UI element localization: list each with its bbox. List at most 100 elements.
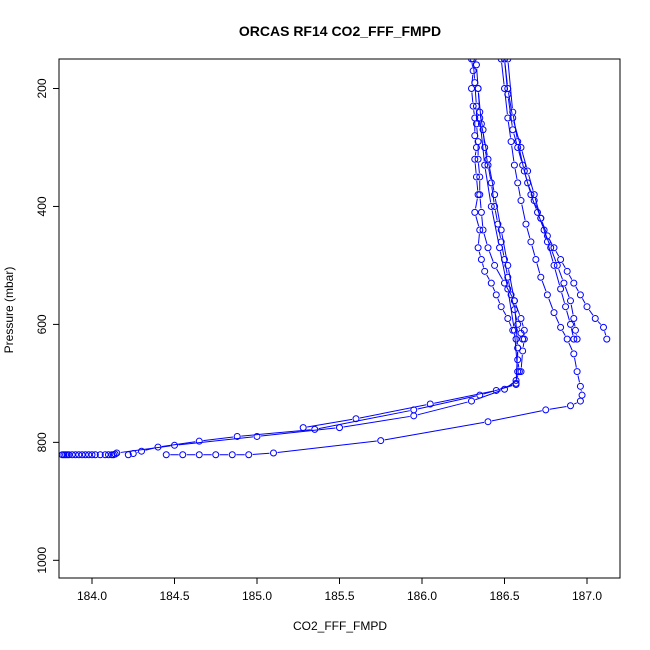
series-segment (528, 174, 534, 191)
data-point (105, 451, 112, 459)
series-segment (577, 375, 581, 383)
series-segment (518, 151, 523, 162)
data-point (576, 397, 584, 405)
data-point (501, 279, 508, 287)
data-point (510, 161, 518, 169)
data-point (540, 226, 548, 234)
data-point (179, 451, 187, 459)
data-point (81, 451, 89, 459)
y-tick-label: 1000 (35, 547, 49, 574)
series-segment (491, 210, 500, 244)
series-segment (475, 198, 478, 209)
series-segment (548, 298, 554, 310)
series-segment (561, 292, 565, 303)
series-segment (507, 292, 515, 327)
series-segment (568, 342, 573, 351)
series-segment (531, 245, 536, 256)
data-point (509, 126, 517, 134)
x-tick-label: 185.5 (324, 589, 354, 603)
data-point (270, 449, 277, 457)
series-segment (531, 198, 537, 209)
data-point (484, 155, 492, 163)
data-point (550, 261, 558, 269)
series-segment (479, 198, 482, 209)
data-point (469, 59, 477, 63)
series-segment (477, 163, 480, 174)
series-5 (162, 59, 586, 459)
x-axis-label: CO2_FFF_FMPD (293, 619, 387, 633)
data-point (479, 226, 487, 234)
series-segment (549, 405, 567, 410)
series-7 (501, 59, 578, 343)
series-segment (507, 62, 513, 109)
data-point (474, 244, 482, 252)
data-point (550, 244, 558, 252)
series-segment (474, 163, 477, 174)
data-point (519, 335, 527, 343)
data-point (154, 443, 162, 451)
data-point (517, 315, 525, 322)
data-point (91, 451, 99, 459)
series-segment (484, 169, 492, 203)
series-segment (471, 62, 474, 67)
series-segment (597, 321, 602, 325)
series-segment (486, 274, 490, 280)
data-point (233, 432, 241, 440)
data-point (571, 326, 579, 334)
data-point (514, 179, 522, 187)
series-segment (241, 429, 311, 437)
data-point (600, 323, 607, 331)
series-segment (570, 304, 574, 315)
series-segment (547, 245, 554, 262)
data-point (476, 226, 484, 234)
data-point (527, 191, 535, 199)
series-segment (554, 269, 561, 286)
series-segment (488, 251, 494, 262)
data-point (471, 79, 479, 87)
data-point (553, 261, 561, 269)
data-point (517, 143, 525, 151)
data-point (573, 368, 581, 376)
data-point (113, 449, 121, 457)
series-segment (307, 418, 353, 428)
series-segment (573, 402, 578, 405)
data-point (514, 368, 522, 376)
series-segment (575, 286, 579, 292)
data-point (487, 179, 495, 187)
x-tick-label: 185.0 (242, 589, 272, 603)
series-segment (522, 343, 525, 348)
series-segment (494, 210, 498, 221)
data-point (570, 315, 578, 322)
series-segment (417, 401, 468, 416)
data-point (487, 202, 495, 210)
series-segment (562, 262, 566, 269)
data-point (550, 309, 558, 317)
data-point (514, 344, 522, 352)
data-point (567, 297, 574, 305)
data-point (501, 59, 508, 63)
data-point (492, 291, 500, 299)
data-point (481, 161, 489, 169)
data-point (299, 424, 307, 432)
data-point (563, 267, 571, 275)
data-point (567, 402, 574, 410)
series-segment (481, 263, 485, 268)
data-point (472, 120, 480, 128)
series-1 (59, 59, 523, 459)
series-segment (504, 62, 508, 85)
series-segment (475, 216, 480, 227)
data-point (477, 208, 485, 216)
series-segment (499, 251, 508, 286)
data-point (560, 279, 568, 287)
series-segment (504, 92, 508, 115)
series-segment (476, 68, 479, 85)
series-segment (277, 440, 377, 454)
data-point (497, 59, 505, 63)
series-segment (492, 286, 496, 292)
x-tick-label: 186.0 (407, 589, 437, 603)
data-point (471, 208, 479, 216)
data-point (497, 303, 505, 311)
data-point (138, 447, 145, 455)
data-point (576, 291, 584, 299)
series-segment (508, 321, 512, 327)
